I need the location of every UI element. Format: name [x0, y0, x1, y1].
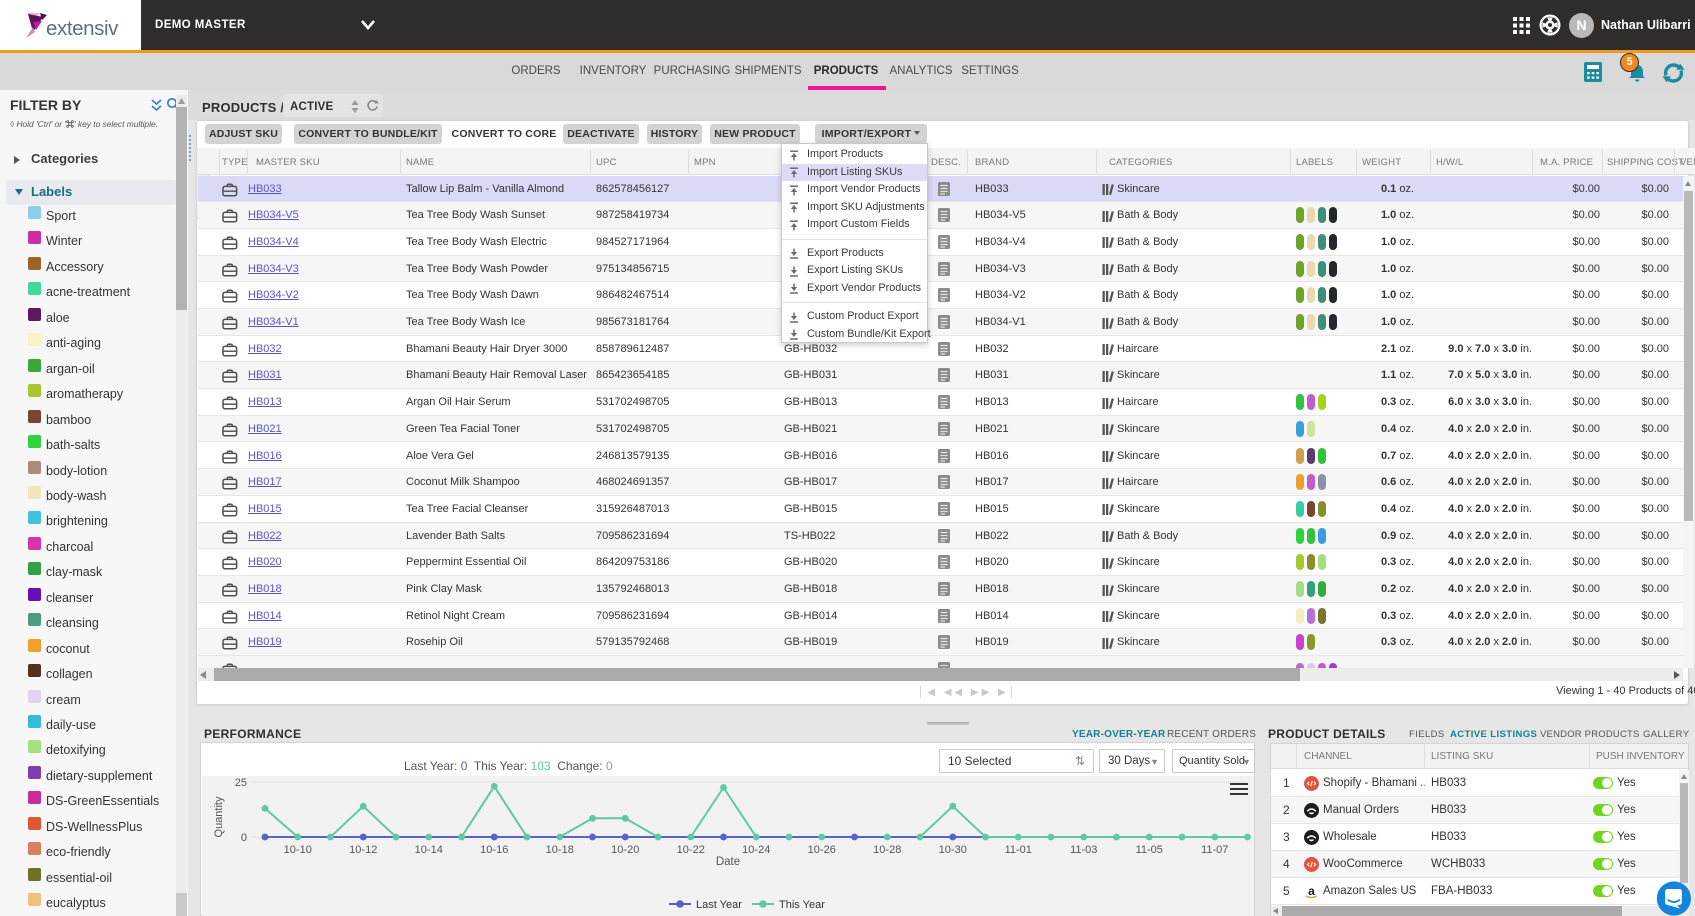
svg-text:25: 25	[235, 777, 247, 789]
svg-text:11-07: 11-07	[1201, 844, 1228, 856]
svg-text:10-30: 10-30	[939, 844, 967, 856]
svg-text:10-10: 10-10	[284, 844, 312, 856]
svg-text:10-18: 10-18	[546, 844, 574, 856]
svg-text:10-20: 10-20	[611, 844, 639, 856]
svg-text:10-22: 10-22	[677, 844, 705, 856]
svg-text:Quantity: Quantity	[213, 796, 225, 837]
svg-text:10-24: 10-24	[742, 844, 770, 856]
svg-text:a: a	[1308, 884, 1315, 898]
svg-text:This Year: This Year	[779, 899, 825, 911]
svg-text:10-26: 10-26	[808, 844, 836, 856]
svg-text:11-05: 11-05	[1136, 844, 1163, 856]
svg-text:10-16: 10-16	[480, 844, 508, 856]
svg-text:10-28: 10-28	[873, 844, 901, 856]
svg-text:10-14: 10-14	[415, 844, 443, 856]
svg-text:11-03: 11-03	[1070, 844, 1097, 856]
svg-text:Last Year: Last Year	[696, 899, 742, 911]
svg-text:0: 0	[241, 832, 247, 844]
svg-text:Date: Date	[716, 856, 740, 868]
svg-text:11-01: 11-01	[1005, 844, 1032, 856]
svg-text:10-12: 10-12	[349, 844, 377, 856]
svg-text:extensiv: extensiv	[46, 17, 119, 40]
